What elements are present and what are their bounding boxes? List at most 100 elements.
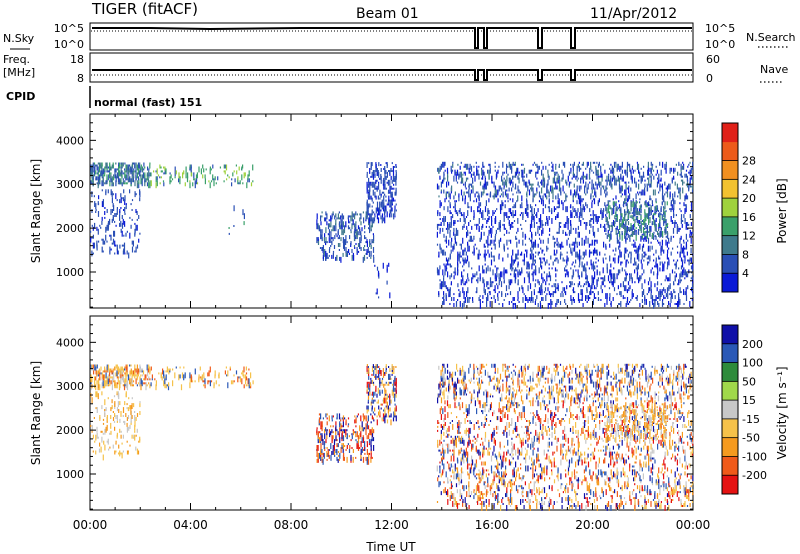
echo-cell xyxy=(237,178,239,185)
echo-cell xyxy=(580,299,582,301)
echo-cell xyxy=(476,169,478,176)
echo-cell xyxy=(641,220,643,222)
echo-cell xyxy=(140,378,142,385)
echo-cell xyxy=(237,176,239,181)
echo-cell xyxy=(600,223,602,228)
echo-cell xyxy=(146,174,148,181)
echo-cell xyxy=(131,218,133,221)
echo-cell xyxy=(629,275,631,282)
echo-cell xyxy=(375,207,377,214)
echo-cell xyxy=(445,293,447,299)
echo-cell xyxy=(360,231,362,236)
echo-cell xyxy=(130,166,132,169)
echo-cell xyxy=(453,227,455,232)
echo-cell xyxy=(511,279,513,284)
echo-cell xyxy=(461,177,463,182)
echo-cell xyxy=(228,176,230,179)
echo-cell xyxy=(473,171,475,176)
echo-cell xyxy=(634,281,636,284)
echo-cell xyxy=(521,267,523,274)
echo-cell xyxy=(107,170,109,173)
echo-cell xyxy=(599,181,601,184)
echo-cell xyxy=(100,366,102,371)
echo-cell xyxy=(541,220,543,222)
echo-cell xyxy=(340,256,342,263)
echo-cell xyxy=(326,433,328,440)
echo-cell xyxy=(526,271,528,274)
echo-cell xyxy=(438,383,440,390)
echo-cell xyxy=(624,297,626,299)
echo-cell xyxy=(122,450,124,453)
echo-cell xyxy=(230,380,233,385)
echo-cell xyxy=(516,167,518,172)
echo-cell xyxy=(634,269,636,274)
echo-cell xyxy=(106,364,108,371)
echo-cell xyxy=(541,198,543,205)
echo-cell xyxy=(110,234,112,241)
echo-cell xyxy=(630,273,632,280)
echo-cell xyxy=(134,250,136,253)
echo-cell xyxy=(387,407,389,414)
echo-cell xyxy=(196,172,198,179)
echo-cell xyxy=(651,200,653,205)
echo-cell xyxy=(340,419,342,422)
echo-cell xyxy=(473,235,475,238)
echo-cell xyxy=(590,289,592,295)
echo-cell xyxy=(462,377,464,382)
echo-cell xyxy=(489,191,492,198)
echo-cell xyxy=(392,213,394,218)
echo-cell xyxy=(447,287,449,292)
echo-cell xyxy=(505,193,507,198)
echo-cell xyxy=(581,271,583,278)
echo-cell xyxy=(517,261,519,266)
echo-cell xyxy=(616,209,618,212)
echo-cell xyxy=(488,243,490,246)
echo-cell xyxy=(248,378,250,385)
echo-cell xyxy=(96,172,98,175)
echo-cell xyxy=(656,297,658,299)
echo-cell xyxy=(627,221,630,226)
echo-cell xyxy=(557,173,559,180)
echo-cell xyxy=(577,299,580,301)
echo-cell xyxy=(365,237,367,240)
echo-cell xyxy=(527,285,529,292)
echo-cell xyxy=(469,231,471,234)
echo-cell xyxy=(558,227,560,234)
echo-cell xyxy=(601,277,603,280)
echo-cell xyxy=(546,275,548,280)
echo-cell xyxy=(448,291,450,294)
echo-cell xyxy=(517,297,519,299)
echo-cell xyxy=(332,431,334,434)
echo-cell xyxy=(212,174,214,181)
echo-cell xyxy=(503,279,505,284)
echo-cell xyxy=(637,223,639,226)
echo-cell xyxy=(133,434,135,439)
echo-cell xyxy=(482,210,484,215)
echo-cell xyxy=(362,456,365,463)
echo-cell xyxy=(647,161,649,168)
echo-cell xyxy=(477,191,479,194)
echo-cell xyxy=(634,261,636,266)
echo-cell xyxy=(606,217,608,223)
echo-cell xyxy=(646,183,648,186)
echo-cell xyxy=(316,237,318,243)
echo-cell xyxy=(345,250,347,257)
echo-cell xyxy=(593,198,596,205)
echo-cell xyxy=(574,245,576,252)
echo-cell xyxy=(552,177,554,184)
echo-cell xyxy=(605,205,607,212)
echo-cell xyxy=(95,434,97,441)
echo-cell xyxy=(562,245,564,248)
noise-right-tick-top: 10^5 xyxy=(705,22,735,35)
echo-cell xyxy=(626,198,629,203)
echo-cell xyxy=(672,235,675,238)
echo-cell xyxy=(587,183,589,190)
echo-cell xyxy=(122,197,125,202)
echo-cell xyxy=(521,163,523,166)
echo-cell xyxy=(112,368,114,373)
echo-cell xyxy=(656,169,658,174)
echo-cell xyxy=(559,253,562,260)
echo-cell xyxy=(626,219,628,222)
echo-cell xyxy=(532,198,534,203)
echo-cell xyxy=(440,387,442,394)
